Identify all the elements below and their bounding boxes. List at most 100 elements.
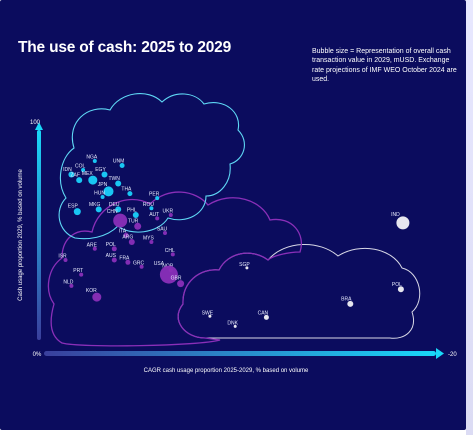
bubble-dnk (233, 324, 237, 328)
bubble-aut (155, 216, 160, 221)
bubble-label-aut: AUT (149, 212, 159, 218)
bubble-mex (88, 175, 98, 185)
bubble-bra (347, 300, 354, 307)
chart-card: The use of cash: 2025 to 2029 Bubble siz… (0, 0, 466, 430)
bubble-label-idn: IDN (63, 167, 72, 173)
bubble-pol (397, 286, 404, 293)
bubble-label-isr: ISR (58, 254, 67, 260)
bubble-label-hun: HUN (94, 191, 105, 197)
bubble-label-twn: TWN (109, 176, 121, 182)
bubble-tur (134, 222, 142, 230)
bubble-arg (128, 239, 135, 245)
bubble-label-nld: NLD (63, 279, 73, 285)
bubble-esp (73, 208, 81, 216)
bubble-phl (132, 212, 139, 218)
bubble-col (81, 168, 86, 172)
bubble-label-mex: MEX (82, 171, 94, 177)
bubble-twn (115, 180, 122, 187)
bubble-label-per: PER (149, 192, 160, 198)
bubble-chn (113, 213, 128, 228)
bubble-zaf (76, 177, 83, 184)
x-axis-label: CAGR cash usage proportion 2025-2029, % … (144, 368, 309, 374)
bubble-label-aus: AUS (106, 253, 117, 259)
bubble-label-sau: SAU (157, 227, 168, 233)
bubble-hun (100, 195, 105, 199)
bubble-unm (119, 163, 125, 168)
bubble-nga (92, 159, 97, 163)
bubble-ita (123, 232, 129, 238)
y-axis-bar (37, 130, 41, 340)
bubble-ind (396, 216, 410, 230)
bubble-label-tur: TUR (128, 218, 139, 224)
bubble-label-dnk: DNK (227, 320, 238, 326)
bubble-label-tha: THA (121, 187, 132, 193)
bubble-label-chl: CHL (165, 248, 175, 254)
bubble-label-mys: MYS (143, 236, 155, 242)
bubble-prt (79, 272, 84, 277)
bubble-fra (125, 259, 131, 265)
bubble-grc (139, 264, 144, 269)
bubble-label-arg: ARG (122, 235, 133, 241)
bubble-chl (170, 252, 175, 257)
bubble-kor (92, 292, 102, 302)
chart-title: The use of cash: 2025 to 2029 (18, 39, 232, 56)
scatter-chart: 100 0% -20 CAGR cash usage proportion 20… (18, 93, 457, 374)
bubble-mkg (95, 206, 102, 213)
bubble-nld (69, 283, 74, 288)
bubble-are (92, 246, 97, 251)
bubble-jpn (103, 186, 114, 197)
bubble-egy (101, 171, 108, 178)
bubble-swe (208, 314, 212, 318)
bubble-isr (63, 258, 68, 262)
bubble-label-fra: FRA (119, 255, 130, 261)
y-axis-top-tick: 100 (30, 120, 41, 126)
bubble-label-can: CAN (258, 310, 269, 316)
bubble-label-sgp: SGP (239, 262, 250, 268)
y-axis-label: Cash usage proportion 2029, % based on v… (18, 168, 24, 300)
bubble-mys (149, 240, 154, 244)
cluster-cloud-1 (58, 93, 245, 240)
bubble-label-grc: GRC (133, 260, 145, 266)
cluster-cloud-2 (47, 191, 302, 347)
y-axis-arrow-icon (35, 122, 43, 130)
bubble-label-swe: SWE (202, 310, 214, 316)
bubble-label-pol: POL (392, 282, 402, 288)
bubble-label-egy: EGY (95, 167, 106, 173)
bubble-label-prt: PRT (73, 268, 83, 274)
bubble-label-are: ARE (87, 242, 98, 248)
bubble-label-gbr: GBR (171, 276, 182, 282)
bubble-tha (127, 191, 133, 197)
bubble-label-esp: ESP (68, 204, 79, 210)
bubble-label-col: COL (75, 164, 86, 170)
bubble-label-jpn: JPN (98, 182, 108, 188)
x-axis-bar (44, 351, 436, 356)
bubble-sgp (245, 266, 249, 270)
origin-tick: 0% (33, 352, 42, 358)
bubble-sau (163, 231, 167, 235)
bubble-label-phl: PHL (127, 208, 137, 214)
bubble-label-pol: POL (106, 242, 116, 248)
bubble-per (155, 196, 160, 201)
bubble-label-zaf: ZAF (70, 173, 79, 179)
bubble-label-ukr: UKR (163, 209, 174, 215)
bubble-gbr (177, 280, 185, 288)
bubble-label-ind: IND (391, 212, 400, 218)
bubble-deu (115, 206, 122, 213)
bubble-ukr (168, 213, 173, 217)
bubble-size-note: Bubble size = Representation of overall … (312, 48, 457, 83)
bubble-usa (159, 265, 178, 284)
bubble-label-usa: USA (154, 261, 165, 267)
bubble-label-rou: ROU (143, 202, 155, 208)
bubble-label-kor: KOR (86, 288, 97, 294)
bubble-can (263, 314, 269, 320)
bubble-label-unm: UNM (113, 159, 124, 165)
bubble-label-bra: BRA (341, 296, 352, 302)
bubble-label-chn: CHN (107, 209, 118, 215)
x-axis-arrow-icon (436, 348, 444, 359)
bubble-label-ita: ITA (119, 228, 127, 234)
page-edge (466, 0, 473, 435)
cluster-cloud-3 (177, 244, 421, 339)
bubble-label-nga: NGA (86, 155, 98, 161)
bubble-label-deu: DEU (109, 202, 120, 208)
